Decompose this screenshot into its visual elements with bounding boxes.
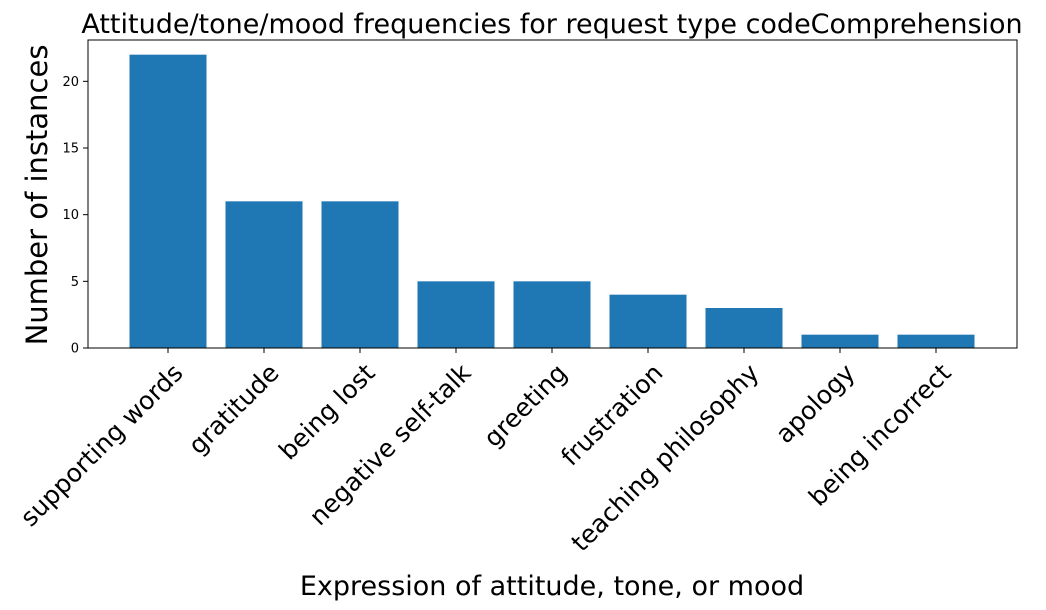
bars (129, 54, 975, 349)
bar-3 (417, 281, 495, 348)
y-tick-label-1: 5 (71, 275, 79, 290)
y-axis: 0 5 10 15 20 (62, 75, 88, 357)
x-tick-label-3: negative self-talk (304, 358, 477, 531)
bar-1 (225, 201, 303, 348)
y-axis-label: Number of instances (20, 45, 54, 346)
chart-title: Attitude/tone/mood frequencies for reque… (81, 9, 1022, 40)
bar-6 (705, 308, 783, 348)
x-tick-label-0: supporting words (15, 358, 189, 532)
bar-8 (897, 334, 975, 348)
y-tick-label-3: 15 (62, 142, 79, 157)
y-tick-label-0: 0 (71, 342, 79, 357)
bar-7 (801, 334, 879, 348)
x-tick-label-6: teaching philosophy (566, 358, 765, 557)
bar-4 (513, 281, 591, 348)
x-tick-label-4: greeting (478, 358, 573, 453)
bar-5 (609, 294, 687, 348)
bar-0 (129, 54, 207, 349)
y-tick-label-4: 20 (62, 75, 79, 90)
bar-2 (321, 201, 399, 348)
y-tick-label-2: 10 (62, 208, 79, 223)
x-axis-label: Expression of attitude, tone, or mood (300, 571, 804, 602)
x-tick-label-1: gratitude (183, 358, 285, 460)
x-tick-label-7: apology (770, 358, 861, 449)
